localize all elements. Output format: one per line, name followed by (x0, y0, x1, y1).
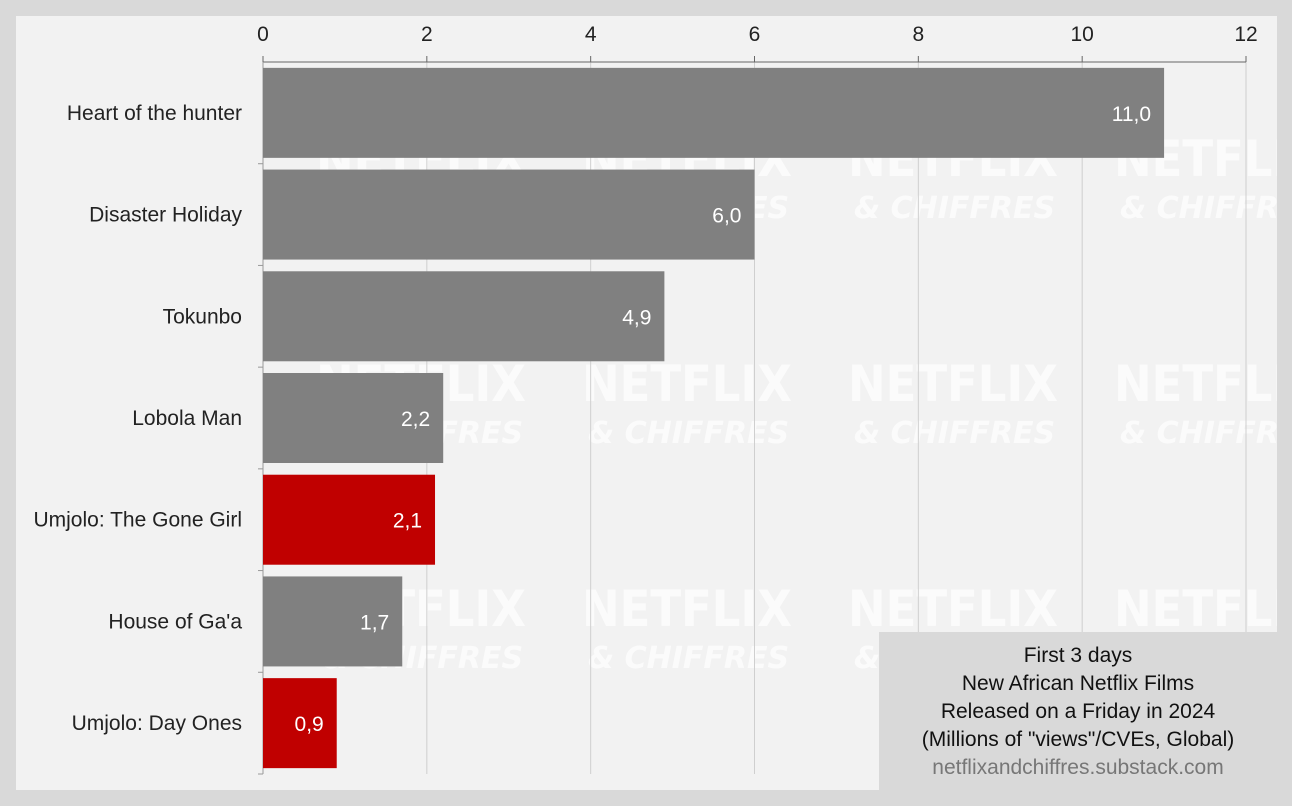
x-tick-label: 10 (1070, 23, 1093, 46)
value-label: 2,1 (393, 510, 422, 533)
x-tick-label: 0 (257, 23, 269, 46)
info-line-4: (Millions of "views"/CVEs, Global) (921, 728, 1235, 751)
watermark-text: NETFLIX (582, 355, 792, 413)
value-label: 0,9 (295, 713, 324, 736)
x-tick-label: 8 (912, 23, 924, 46)
x-tick-label: 4 (585, 23, 597, 46)
watermark-text: & CHIFFRES (1120, 191, 1277, 226)
bar (263, 169, 755, 260)
chart-info-box: First 3 days New African Netflix Films R… (879, 632, 1277, 790)
category-label: Heart of the hunter (67, 102, 242, 125)
category-label: House of Ga'a (108, 610, 242, 633)
bar (263, 576, 403, 667)
watermark-text: NETFLIX (1114, 580, 1277, 638)
watermark-text: & CHIFFRES (1120, 416, 1277, 451)
watermark-text: NETFLIX (1114, 355, 1277, 413)
source-url: netflixandchiffres.substack.com (932, 756, 1224, 779)
info-line-1: First 3 days (1023, 644, 1133, 667)
watermark-text: & CHIFFRES (588, 641, 789, 676)
value-label: 6,0 (712, 205, 741, 228)
x-tick-label: 12 (1234, 23, 1257, 46)
watermark-text: & CHIFFRES (854, 416, 1055, 451)
bar (263, 474, 436, 565)
watermark-text: NETFLIX (582, 580, 792, 638)
category-label: Umjolo: The Gone Girl (33, 509, 242, 532)
value-label: 4,9 (622, 306, 651, 329)
bar (263, 373, 444, 463)
info-line-2: New African Netflix Films (961, 672, 1195, 695)
watermark-text: & CHIFFRES (854, 191, 1055, 226)
watermark-text: & CHIFFRES (588, 416, 789, 451)
category-label: Lobola Man (132, 407, 242, 430)
x-tick-label: 2 (421, 23, 433, 46)
x-tick-label: 6 (749, 23, 761, 46)
value-label: 2,2 (401, 408, 430, 431)
category-label: Disaster Holiday (89, 204, 242, 227)
value-label: 11,0 (1112, 103, 1151, 126)
bar (263, 67, 1165, 158)
category-label: Tokunbo (163, 305, 242, 328)
bar (263, 271, 665, 362)
watermark-text: NETFLIX (848, 355, 1058, 413)
watermark-text: NETFLIX (848, 580, 1058, 638)
value-label: 1,7 (360, 611, 389, 634)
bar (263, 678, 337, 769)
info-line-3: Released on a Friday in 2024 (940, 700, 1216, 723)
category-label: Umjolo: Day Ones (72, 712, 242, 735)
